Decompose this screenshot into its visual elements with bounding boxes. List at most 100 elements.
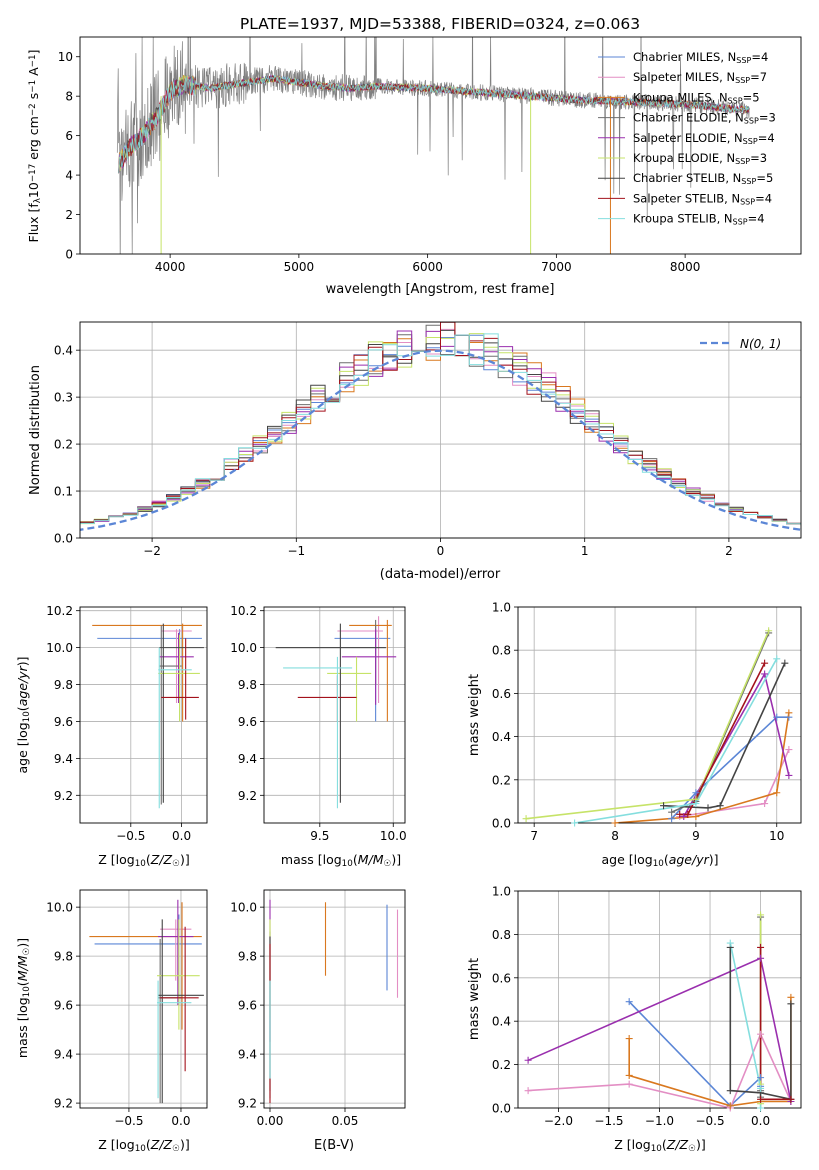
tick-label-y: 9.4: [238, 752, 257, 766]
chart-weight-vs-age: 7 8 9 10 0.0 0.2 0.4 0.6 0.8 1.0 age [log10(age/yr…: [467, 601, 802, 869]
weight-marker: [757, 1074, 765, 1082]
spectrum-model-line: [118, 74, 750, 174]
tick-label-y: 0.8: [492, 644, 511, 658]
tick-label-x: 9: [692, 829, 700, 843]
weight-marker: [757, 1095, 765, 1103]
chart-residuals: −2 −1 0 1 2 0.0 0.1 0.2 0.3 0.4 N(0, 1) (data-model…: [28, 321, 802, 582]
tick-label-y: 2: [65, 208, 73, 222]
tick-label-x: −0.5: [114, 1114, 143, 1128]
y-axis-label: age [log10(age/yr)]: [15, 656, 32, 773]
tick-label-x: 10: [769, 829, 784, 843]
tick-label-y: 10.0: [46, 641, 73, 655]
tick-label-y: 9.2: [54, 789, 73, 803]
weight-marker: [692, 789, 700, 797]
weight-marker: [785, 709, 793, 717]
x-axis-label: Z [log10(Z/Z☉)]: [98, 852, 189, 869]
legend-label: Chabrier MILES, NSSP=4: [633, 50, 768, 65]
tick-label-x: 0.0: [751, 1114, 770, 1128]
grid: [264, 890, 405, 1108]
tick-label-y: 0.0: [492, 1102, 511, 1116]
tick-label-y: 9.2: [54, 1097, 73, 1111]
weight-marker: [757, 1084, 765, 1092]
weight-marker: [684, 810, 692, 818]
weight-marker: [785, 771, 793, 779]
chart-spectrum: 4000 5000 6000 7000 8000 0 2 4 6 8 10 Chabrier MILE…: [26, 36, 802, 297]
tick-label-y: 0.4: [492, 730, 511, 744]
weight-marker: [757, 943, 765, 951]
weight-series-line: [526, 630, 770, 820]
grid: [80, 890, 207, 1108]
tick-label-y: 4: [65, 169, 73, 183]
weight-marker: [773, 789, 781, 797]
x-axis-label: Z [log10(Z/Z☉)]: [98, 1137, 189, 1154]
tick-label-x: 7: [530, 829, 538, 843]
plot-area: [92, 623, 204, 809]
tick-label-y: 0.8: [492, 928, 511, 942]
weight-marker: [625, 1071, 633, 1079]
legend-label: Salpeter MILES, NSSP=7: [633, 70, 767, 85]
axes-frame: [79, 606, 208, 824]
tick-label-y: 6: [65, 129, 73, 143]
tick-label-y: 0.6: [492, 687, 511, 701]
grid: [264, 607, 405, 823]
weight-marker: [785, 746, 793, 754]
x-axis-label: mass [log10(M/M☉)]: [281, 852, 401, 869]
tick-label-y: 0.3: [54, 391, 73, 405]
x-axis-label: wavelength [Angstrom, rest frame]: [326, 282, 555, 297]
tick-label-y: 8: [65, 90, 73, 104]
weight-marker: [726, 939, 734, 947]
x-axis-label: age [log10(age/yr)]: [601, 852, 718, 869]
weight-marker: [625, 1035, 633, 1043]
weight-marker: [773, 713, 781, 721]
legend-label: Kroupa MILES, NSSP=5: [633, 90, 760, 105]
y-axis-label: mass weight: [467, 674, 482, 756]
plot-area: [269, 899, 399, 1104]
tick-label-y: 10.0: [230, 901, 257, 915]
legend: Chabrier MILES, NSSP=4 Salpeter MILES, NS…: [598, 50, 776, 227]
x-axis-label: Z [log10(Z/Z☉)]: [614, 1137, 705, 1154]
weight-marker: [625, 1080, 633, 1088]
weight-marker: [704, 804, 712, 812]
axes-frame: [79, 889, 208, 1109]
tick-label-y: 9.4: [54, 1048, 73, 1062]
weight-marker: [781, 659, 789, 667]
figure-title: PLATE=1937, MJD=53388, FIBERID=0324, z=0…: [240, 15, 640, 33]
spectrum-model-line: [118, 74, 750, 174]
weight-marker: [757, 954, 765, 962]
weight-marker: [757, 911, 765, 919]
histogram-steps: [80, 333, 801, 527]
weight-series-line: [729, 942, 762, 1108]
plot-area: [80, 322, 801, 531]
tick-label-y: 9.6: [54, 999, 73, 1013]
tick-label-y: 9.2: [238, 789, 257, 803]
weight-marker: [787, 1000, 795, 1008]
legend-label: Chabrier ELODIE, NSSP=3: [633, 111, 776, 126]
axes-frame: [79, 36, 802, 255]
axes-frame: [263, 889, 406, 1109]
tick-label-x: 8000: [670, 260, 701, 274]
plot-area: [116, 37, 750, 254]
tick-label-x: −1.5: [594, 1114, 623, 1128]
tick-label-x: −0.5: [695, 1114, 724, 1128]
grid: [80, 607, 207, 823]
plot-area: [526, 630, 790, 823]
tick-label-x: 0.0: [172, 829, 191, 843]
chart-mass-vs-ebv: 0.00 0.05 9.2 9.4 9.6 9.8 10.0 E(B-V): [230, 889, 406, 1153]
weight-series-line: [683, 671, 790, 817]
tick-label-x: 9.5: [310, 829, 329, 843]
weight-marker: [668, 815, 676, 823]
tick-label-x: 0.0: [171, 1114, 190, 1128]
legend-label: Kroupa STELIB, NSSP=4: [633, 212, 765, 227]
x-axis-label: E(B-V): [314, 1138, 354, 1153]
tick-label-y: 9.6: [54, 715, 73, 729]
tick-label-y: 10.0: [230, 641, 257, 655]
weight-marker: [680, 813, 688, 821]
tick-label-x: −0.5: [116, 829, 145, 843]
tick-label-y: 10.2: [46, 604, 73, 618]
weight-marker: [692, 813, 700, 821]
chart-weight-vs-z: −2.0 −1.5 −1.0 −0.5 0.0 0.0 0.2 0.4 0.6 0.8 1.0 Z […: [467, 885, 802, 1154]
tick-label-y: 0.4: [54, 344, 73, 358]
tick-label-y: 10.2: [230, 604, 257, 618]
plot-area: [89, 899, 204, 1104]
tick-label-x: −2: [143, 544, 161, 558]
